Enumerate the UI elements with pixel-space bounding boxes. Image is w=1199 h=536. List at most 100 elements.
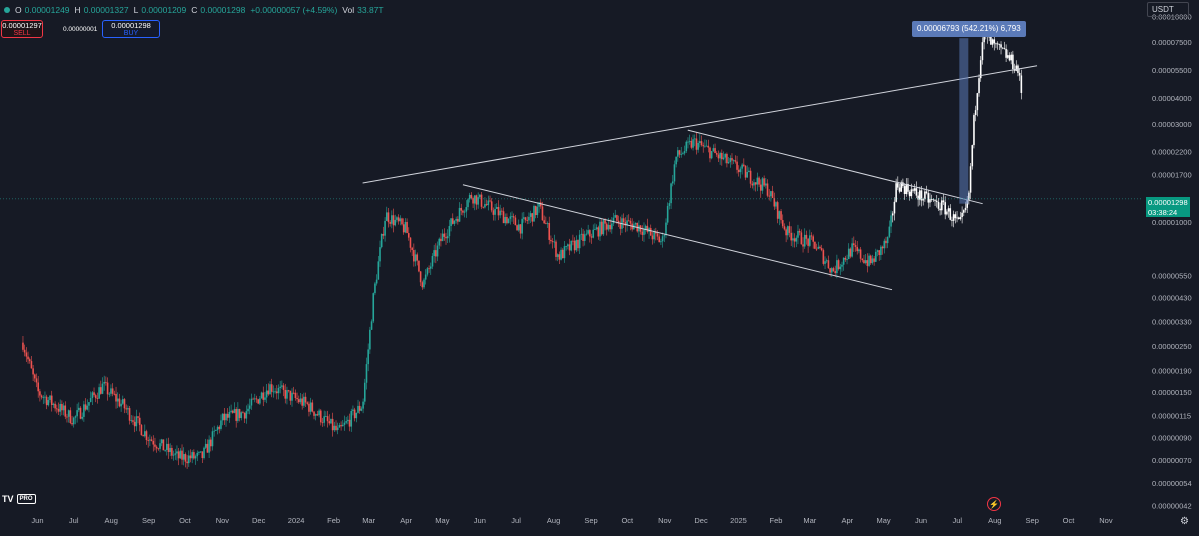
candle-body — [758, 177, 760, 185]
candle-body — [616, 215, 618, 221]
candle-body — [551, 241, 554, 242]
candle-body — [137, 416, 139, 418]
candle-body — [78, 407, 80, 411]
candle-body — [599, 221, 601, 237]
candle-body — [380, 233, 383, 248]
candle-body — [154, 444, 156, 447]
candle-body — [514, 217, 517, 226]
candle-body — [913, 188, 916, 191]
candle-body — [859, 249, 862, 259]
candle-body — [809, 235, 811, 246]
tradingview-logo[interactable]: TV PRO — [2, 492, 48, 506]
gear-icon[interactable]: ⚙ — [1180, 516, 1189, 527]
candle-body — [719, 153, 721, 159]
candle-body — [125, 408, 127, 410]
candle-body — [707, 145, 710, 148]
logo-mark: TV — [2, 494, 14, 504]
time-axis-tick: 2025 — [730, 516, 747, 525]
candle-body — [935, 200, 938, 202]
candle-body — [751, 183, 754, 186]
candle-body — [431, 255, 434, 267]
flash-icon[interactable]: ⚡ — [987, 497, 1001, 511]
candle-body — [462, 210, 464, 213]
candle-body — [159, 443, 161, 449]
candle-body — [358, 405, 361, 411]
candle-body — [783, 226, 786, 230]
candle-body — [245, 411, 248, 419]
price-axis-tick: 0.00000090 — [1152, 433, 1192, 442]
time-axis-tick: May — [435, 516, 449, 525]
candle-body — [441, 233, 444, 242]
candle-body — [69, 410, 72, 424]
candle-body — [311, 402, 314, 412]
candle-body — [573, 240, 576, 251]
candle-body — [775, 202, 777, 207]
candle-body — [299, 398, 302, 403]
candle-body — [35, 378, 38, 383]
candle-body — [822, 250, 825, 264]
candle-body — [230, 410, 232, 412]
candle-body — [922, 199, 924, 201]
candle-body — [264, 397, 266, 400]
candle-body — [218, 426, 221, 429]
candle-body — [851, 243, 853, 257]
candle-body — [105, 381, 107, 383]
price-axis-tick: 0.00000042 — [1152, 502, 1192, 511]
candle-body — [912, 189, 914, 191]
candle-body — [189, 455, 192, 459]
candle-body — [744, 165, 747, 178]
candle-body — [453, 220, 456, 224]
candle-body — [1005, 48, 1007, 58]
time-axis-tick: Nov — [216, 516, 230, 525]
candle-body — [1007, 55, 1009, 58]
candle-body — [951, 219, 953, 221]
candle-body — [130, 420, 133, 422]
candle-body — [597, 227, 600, 237]
candle-body — [734, 160, 737, 162]
candle-body — [56, 408, 58, 410]
candle-body — [858, 249, 860, 252]
candle-body — [64, 405, 67, 417]
candle-body — [155, 446, 158, 449]
buy-button[interactable]: 0.00001298 BUY — [102, 20, 160, 38]
time-axis-tick: Jun — [915, 516, 927, 525]
candle-body — [223, 413, 226, 421]
candle-body — [379, 247, 381, 262]
candle-body — [492, 210, 495, 215]
candle-body — [888, 226, 891, 237]
candle-body — [238, 409, 241, 419]
candle-body — [455, 218, 457, 221]
candle-body — [856, 246, 859, 252]
low-label: L — [133, 5, 139, 15]
candle-body — [685, 141, 688, 152]
candle-body — [565, 246, 567, 247]
currency-selector[interactable]: USDT — [1147, 2, 1189, 17]
candle-body — [739, 168, 742, 173]
candle-body — [878, 250, 880, 256]
candle-body — [651, 235, 654, 240]
candle-body — [873, 258, 875, 262]
price-axis-tick: 0.00005500 — [1152, 66, 1192, 75]
candle-body — [301, 398, 303, 406]
candle-body — [465, 207, 468, 212]
candle-body — [817, 246, 820, 249]
candle-body — [790, 232, 793, 241]
candle-body — [225, 413, 227, 421]
candle-body — [181, 450, 183, 460]
candle-body — [895, 183, 897, 202]
candle-body — [937, 201, 940, 209]
candle-body — [333, 425, 336, 431]
candle-body — [443, 233, 446, 237]
candle-body — [42, 397, 45, 399]
candle-body — [978, 78, 980, 94]
time-axis — [0, 510, 1199, 531]
candle-body — [1001, 47, 1004, 49]
candle-body — [998, 43, 1001, 45]
candle-body — [391, 215, 393, 224]
candle-body — [660, 241, 662, 243]
candle-body — [32, 368, 34, 375]
sell-button[interactable]: 0.00001297 SELL — [1, 20, 43, 38]
candle-body — [360, 408, 363, 411]
